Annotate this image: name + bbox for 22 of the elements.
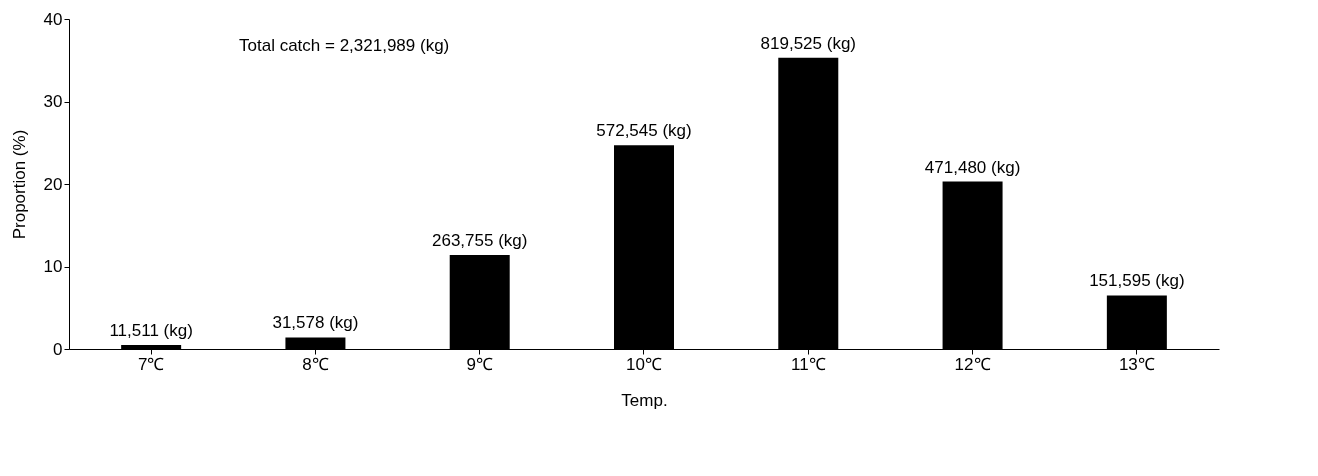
x-tick-label: 11℃: [790, 354, 826, 374]
y-tick-label: 40: [43, 9, 63, 29]
x-tick-label: 12℃: [954, 354, 991, 374]
annotation: Total catch = 2,321,989 (kg): [239, 36, 450, 55]
y-tick-label: 30: [43, 92, 63, 111]
annotation: 11,511 (kg): [109, 320, 193, 340]
annotation: 819,525 (kg): [760, 33, 857, 53]
annotation: 471,480 (kg): [924, 157, 1021, 177]
annotation: 263,755 (kg): [431, 230, 528, 250]
y-tick-label: 20: [43, 174, 63, 194]
x-tick-label: 7℃: [137, 354, 165, 374]
y-axis-title: Proportion (%): [9, 129, 29, 240]
x-axis-title: Temp.: [621, 390, 668, 410]
annotation: 31,578 (kg): [272, 313, 359, 333]
y-tick-label: 10: [43, 257, 63, 276]
y-tick-label: 0: [53, 339, 63, 359]
annotation: 572,545 (kg): [596, 121, 692, 141]
x-tick-label: 9℃: [466, 354, 493, 374]
x-tick-label: 13℃: [1118, 354, 1155, 374]
x-tick-label: 10℃: [626, 354, 662, 374]
x-tick-label: 8℃: [302, 354, 329, 374]
annotation: 151,595 (kg): [1089, 271, 1185, 291]
